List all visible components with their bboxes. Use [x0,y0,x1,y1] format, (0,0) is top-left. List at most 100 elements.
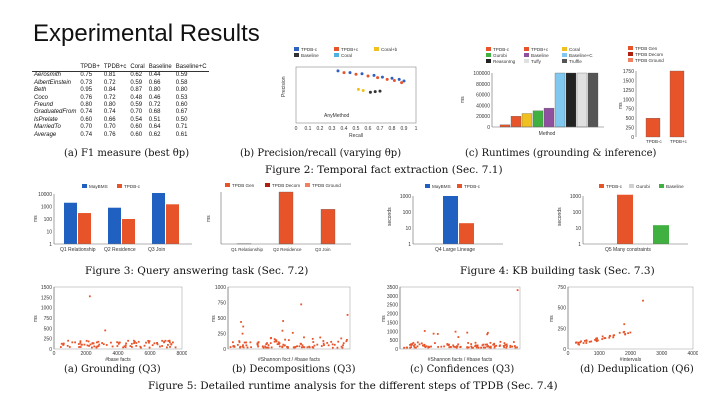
data-point [168,339,171,342]
y-tick-label: 1 [408,242,411,248]
data-point [96,345,99,348]
legend-label: Baseline [666,184,684,189]
y-tick-label: 100 [44,217,53,223]
data-point [331,346,334,349]
y-tick-label: 250 [218,332,227,338]
bar [320,209,336,245]
fig4-caption: Figure 4: KB building task (Sec. 7.3) [460,265,655,277]
data-point [267,344,270,346]
data-point [506,345,508,348]
legend-label: Gurobi [636,184,650,189]
bar [278,191,294,245]
table-cell: 0.80 [103,102,116,109]
data-point [457,343,460,346]
data-point [256,342,259,345]
data-point [516,346,518,349]
table-cell: 0.61 [175,131,188,138]
data-point [410,343,412,346]
data-point [622,331,625,334]
x-axis-label: Method [539,131,556,137]
data-point [470,346,473,349]
y-tick-label: 0 [631,135,634,141]
f1-table: TPDB+ TPDB+c Coral Baseline Baseline+C Aerosm… [32,64,209,139]
data-point [148,341,150,344]
data-point [432,332,435,335]
data-point [368,90,372,94]
y-tick-label: 1250 [41,295,52,301]
data-point [161,345,163,347]
data-point [118,341,120,344]
data-point [241,345,244,348]
data-point [306,346,309,349]
data-point [135,344,138,347]
fig5c-chart: 3500 3000 2500 2000 1500 1000 500 0 ms #Shannon f… [381,285,521,361]
y-tick-label: 750 [626,107,635,113]
table-cell: 0.59 [130,102,143,109]
table-cell: 0.81 [103,72,116,79]
data-point [502,345,505,347]
bar [669,70,685,138]
y-tick-label: 750 [218,301,227,307]
data-point [503,346,506,349]
y-tick-label: 1000 [215,285,226,291]
x-tick-label: Q3 Join [315,247,331,252]
data-point [590,340,593,343]
legend-label: TPDB Ground [312,183,341,188]
data-point [238,340,241,342]
data-point [511,345,514,348]
legend-label: TPDB Gen [635,46,658,51]
data-point [308,346,311,349]
data-point [311,337,314,340]
y-tick-label: 1500 [623,78,634,84]
y-tick-label: 500 [558,306,567,312]
y-tick-label: 2500 [387,303,398,309]
y-axis-label: ms [618,102,624,109]
data-point [440,345,443,348]
data-point [505,346,508,349]
data-point [68,346,71,348]
data-point [472,346,474,349]
x-tick-label: TPDB+c [670,139,688,144]
bar [617,194,633,244]
data-point [246,346,249,349]
data-point [171,341,174,344]
bar [645,117,661,138]
table-cell: MarriedTo [34,124,61,131]
data-point [240,321,242,323]
data-point [270,346,273,349]
table-cell: 0.68 [148,109,161,116]
data-point [166,346,168,349]
bar [521,113,533,128]
data-point [420,342,423,345]
data-point [411,342,414,345]
data-point [132,339,135,342]
data-point [319,336,322,339]
data-point [514,346,517,349]
data-point [487,331,489,334]
data-point [105,344,108,346]
legend-swatch [294,47,299,51]
data-point [312,341,315,343]
data-point [342,342,345,345]
x-tick-label: 0 [295,126,298,132]
plot-frame [295,66,417,124]
data-point [90,346,93,349]
x-axis-label: #base facts [105,357,131,361]
data-point [281,345,284,348]
x-axis-label: #Shannon facts / #base facts [428,357,493,361]
data-point [580,340,582,343]
data-point [273,338,276,341]
data-point [147,340,150,342]
data-point [397,77,401,81]
y-axis-label: ms [206,215,212,222]
data-point [341,346,344,349]
legend-label: Baseline [531,53,549,58]
data-point [480,346,482,349]
data-point [322,340,325,342]
data-point [243,341,246,344]
data-point [484,343,487,346]
data-point [301,346,303,349]
table-header-cell: Baseline+C [173,64,209,73]
table-cell: 0.74 [80,109,93,116]
